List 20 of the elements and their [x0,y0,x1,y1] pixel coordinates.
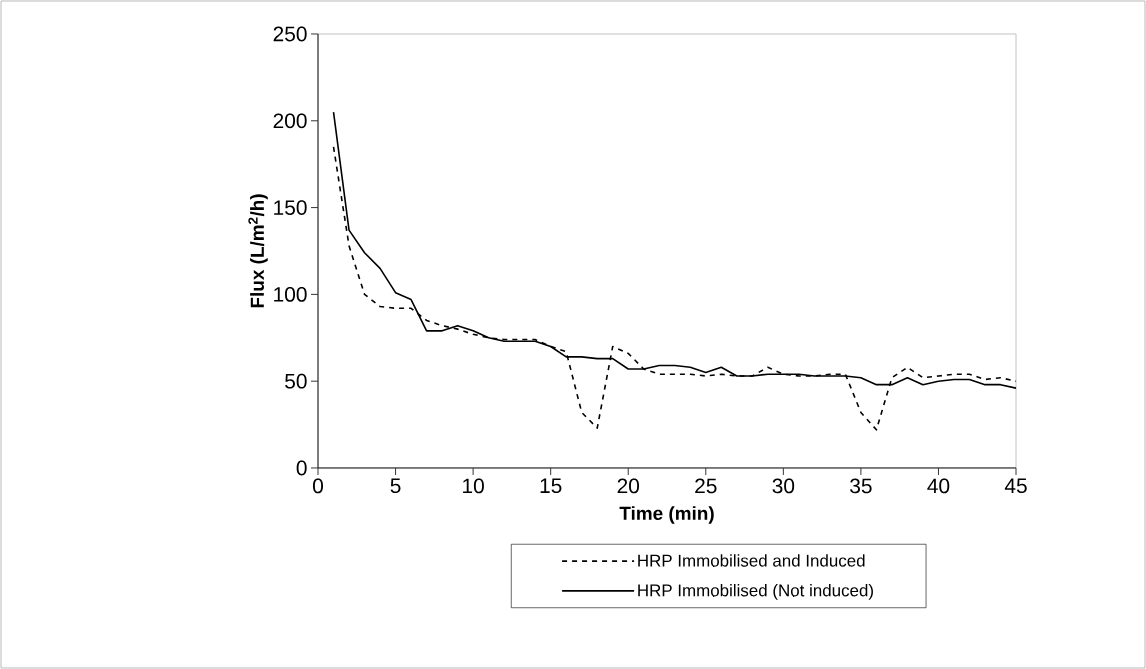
x-tick-label: 5 [390,478,401,494]
x-tick-label: 45 [1004,478,1027,494]
x-tick-label: 40 [927,478,950,494]
x-tick-label: 0 [313,478,324,494]
x-tick-label: 10 [463,478,484,494]
x-tick-label: 35 [850,478,872,494]
x-tick-label: 15 [540,478,562,494]
y-tick-label: 100 [274,286,307,302]
legend-label: HRP Immobilised and Induced [638,554,865,567]
x-axis-title: Time (min) [619,506,714,524]
x-tick-label: 30 [772,478,795,494]
x-tick-label: 20 [617,478,640,494]
y-tick-label: 50 [285,373,307,389]
y-tick-label: 250 [273,26,307,42]
y-axis-title: Flux (L/m$^{2}$/h) [248,194,268,308]
x-tick-label: 25 [695,478,717,494]
y-tick-label: 0 [296,460,307,476]
legend-label: HRP Immobilised (Not induced) [638,583,873,600]
y-tick-label: 200 [273,113,307,129]
y-tick-label: 150 [274,200,307,215]
